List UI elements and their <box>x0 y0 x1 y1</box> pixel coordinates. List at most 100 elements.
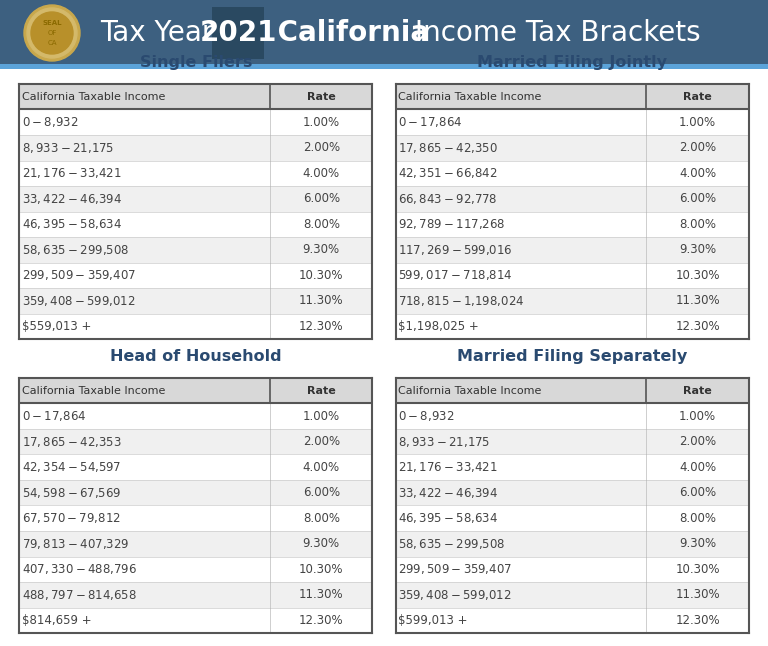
Text: $79,813 - $407,329: $79,813 - $407,329 <box>22 537 129 551</box>
Text: 9.30%: 9.30% <box>679 537 716 550</box>
Text: California Taxable Income: California Taxable Income <box>399 386 541 395</box>
Text: $17,865 - $42,353: $17,865 - $42,353 <box>22 435 122 449</box>
Text: $8,933 - $21,175: $8,933 - $21,175 <box>22 141 114 155</box>
Text: Rate: Rate <box>307 386 336 395</box>
Text: $599,017 - $718,814: $599,017 - $718,814 <box>399 268 513 282</box>
Text: $58,635 - $299,508: $58,635 - $299,508 <box>399 537 505 551</box>
Text: 6.00%: 6.00% <box>679 193 716 205</box>
Text: $718,815 - $1,198,024: $718,815 - $1,198,024 <box>399 294 525 308</box>
Text: Head of Household: Head of Household <box>110 349 282 364</box>
Text: 4.00%: 4.00% <box>679 461 716 474</box>
Text: $46,395 - $58,634: $46,395 - $58,634 <box>22 217 122 231</box>
Text: $359,408 - $599,012: $359,408 - $599,012 <box>22 294 136 308</box>
Text: 11.30%: 11.30% <box>299 589 343 601</box>
Bar <box>19 556 372 582</box>
Text: 8.00%: 8.00% <box>303 512 339 525</box>
Text: Tax Year: Tax Year <box>100 19 222 47</box>
Text: 8.00%: 8.00% <box>679 218 716 231</box>
Bar <box>19 110 372 135</box>
Text: 4.00%: 4.00% <box>303 461 339 474</box>
Text: Single Filers: Single Filers <box>140 55 252 70</box>
Bar <box>19 607 372 633</box>
Bar <box>19 531 372 556</box>
Circle shape <box>27 8 77 58</box>
Text: 2.00%: 2.00% <box>303 435 339 448</box>
Text: 2.00%: 2.00% <box>303 141 339 154</box>
Text: $46,395 - $58,634: $46,395 - $58,634 <box>399 511 498 525</box>
Bar <box>396 263 749 288</box>
Bar <box>19 378 372 403</box>
Text: $299,509 - $359,407: $299,509 - $359,407 <box>399 562 512 576</box>
Bar <box>396 505 749 531</box>
Text: 12.30%: 12.30% <box>675 614 720 627</box>
Text: Married Filing Jointly: Married Filing Jointly <box>477 55 667 70</box>
Text: 6.00%: 6.00% <box>303 486 339 499</box>
Bar <box>396 110 749 135</box>
Text: $66,843 - $92,778: $66,843 - $92,778 <box>399 192 498 206</box>
Bar <box>19 263 372 288</box>
Bar <box>396 288 749 314</box>
Circle shape <box>24 5 80 61</box>
Text: $488,797 - $814,658: $488,797 - $814,658 <box>22 588 137 602</box>
Bar <box>396 556 749 582</box>
Text: OF: OF <box>48 30 57 36</box>
Text: $21,176 - $33,421: $21,176 - $33,421 <box>22 166 122 180</box>
Text: $1,198,025 +: $1,198,025 + <box>399 320 479 333</box>
Text: 10.30%: 10.30% <box>675 563 720 576</box>
Text: 12.30%: 12.30% <box>675 320 720 333</box>
Bar <box>396 607 749 633</box>
Text: 9.30%: 9.30% <box>679 244 716 256</box>
Text: 2.00%: 2.00% <box>679 141 716 154</box>
Text: Rate: Rate <box>307 92 336 101</box>
Text: CA: CA <box>48 40 57 46</box>
Text: California Taxable Income: California Taxable Income <box>22 92 165 101</box>
Text: 1.00%: 1.00% <box>303 410 339 422</box>
Bar <box>19 288 372 314</box>
Bar <box>396 84 749 110</box>
Text: 8.00%: 8.00% <box>679 512 716 525</box>
Text: California Taxable Income: California Taxable Income <box>22 386 165 395</box>
Bar <box>396 314 749 339</box>
Text: 11.30%: 11.30% <box>675 295 720 307</box>
Text: $67,570 - $79,812: $67,570 - $79,812 <box>22 511 121 525</box>
Bar <box>396 186 749 212</box>
Text: SEAL: SEAL <box>42 20 61 26</box>
Text: 1.00%: 1.00% <box>303 116 339 129</box>
Text: 10.30%: 10.30% <box>675 269 720 282</box>
Bar <box>396 135 749 161</box>
Bar <box>396 582 749 607</box>
Bar <box>19 84 372 110</box>
Bar <box>396 455 749 480</box>
Text: 1.00%: 1.00% <box>679 116 716 129</box>
Text: 11.30%: 11.30% <box>299 295 343 307</box>
Text: $33,422 - $46,394: $33,422 - $46,394 <box>399 486 498 500</box>
Bar <box>212 7 264 59</box>
Text: $33,422 - $46,394: $33,422 - $46,394 <box>22 192 122 206</box>
Text: $42,354 - $54,597: $42,354 - $54,597 <box>22 460 121 474</box>
Bar <box>19 186 372 212</box>
Text: Married Filing Separately: Married Filing Separately <box>457 349 687 364</box>
Text: 2.00%: 2.00% <box>679 435 716 448</box>
Text: 6.00%: 6.00% <box>303 193 339 205</box>
Text: $92,789 - $117,268: $92,789 - $117,268 <box>399 217 505 231</box>
Text: $58,635 - $299,508: $58,635 - $299,508 <box>22 243 129 257</box>
Text: 8.00%: 8.00% <box>303 218 339 231</box>
Text: $359,408 - $599,012: $359,408 - $599,012 <box>399 588 512 602</box>
Text: $407,330 - $488,796: $407,330 - $488,796 <box>22 562 137 576</box>
Bar <box>396 480 749 505</box>
Bar <box>0 64 768 69</box>
Text: Rate: Rate <box>684 92 712 101</box>
Text: $0 - $8,932: $0 - $8,932 <box>399 409 455 423</box>
Bar <box>19 455 372 480</box>
Bar <box>19 429 372 455</box>
Text: $0 - $17,864: $0 - $17,864 <box>399 115 463 129</box>
Bar <box>19 211 372 237</box>
Bar <box>396 531 749 556</box>
Bar <box>19 314 372 339</box>
Text: 4.00%: 4.00% <box>303 167 339 180</box>
Text: $814,659 +: $814,659 + <box>22 614 91 627</box>
Text: 10.30%: 10.30% <box>299 269 343 282</box>
Text: $599,013 +: $599,013 + <box>399 614 468 627</box>
Bar <box>396 237 749 263</box>
Text: 11.30%: 11.30% <box>675 589 720 601</box>
